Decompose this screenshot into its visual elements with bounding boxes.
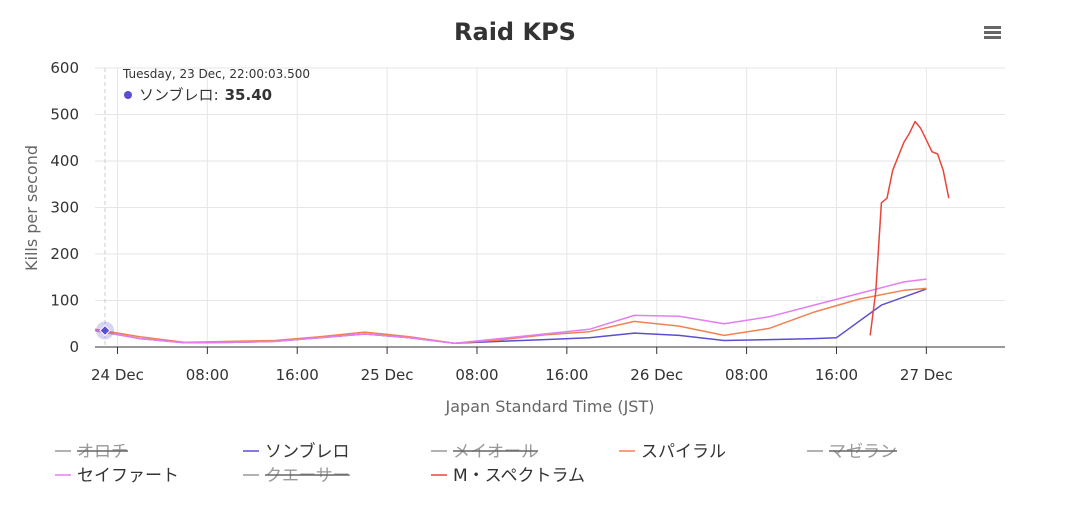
legend-label: セイファート bbox=[77, 466, 179, 486]
x-tick-label: 08:00 bbox=[186, 366, 229, 384]
legend-label: クエーサー bbox=[265, 466, 350, 486]
series-line bbox=[94, 278, 927, 345]
x-tick-label: 27 Dec bbox=[900, 366, 953, 384]
hover-marker bbox=[96, 321, 114, 340]
tooltip-series-dot bbox=[124, 91, 132, 99]
x-tick-label: 16:00 bbox=[276, 366, 319, 384]
x-tick-label: 08:00 bbox=[455, 366, 498, 384]
tooltip: Tuesday, 23 Dec, 22:00:03.500 ソンブレロ: 35.4… bbox=[122, 67, 310, 104]
hamburger-menu-icon bbox=[984, 26, 1001, 39]
series-line bbox=[869, 120, 950, 336]
grid-lines bbox=[95, 67, 1005, 347]
legend-item[interactable]: メイオール bbox=[431, 442, 538, 462]
legend-label: マゼラン bbox=[829, 442, 897, 462]
x-axis-ticks: 24 Dec 08:00 16:00 25 Dec 08:00 16:00 26 Dec 08… bbox=[91, 347, 953, 384]
tooltip-value: 35.40 bbox=[225, 86, 272, 104]
y-tick-label: 600 bbox=[50, 59, 79, 77]
x-tick-label: 26 Dec bbox=[630, 366, 683, 384]
x-tick-label: 24 Dec bbox=[91, 366, 144, 384]
hover-point bbox=[99, 324, 111, 337]
legend-label: スパイラル bbox=[641, 442, 726, 462]
legend-item[interactable]: ソンブレロ bbox=[243, 441, 350, 462]
tooltip-colon: : bbox=[214, 86, 219, 104]
y-axis-ticks: 0 100 200 300 400 500 600 bbox=[50, 59, 79, 356]
legend-item[interactable]: クエーサー bbox=[243, 466, 350, 486]
y-axis-label: Kills per second bbox=[22, 145, 41, 271]
legend-label: メイオール bbox=[453, 442, 538, 462]
legend-label: M・スペクトラム bbox=[453, 466, 585, 486]
tooltip-header: Tuesday, 23 Dec, 22:00:03.500 bbox=[122, 67, 310, 81]
x-tick-label: 16:00 bbox=[815, 366, 858, 384]
y-tick-label: 0 bbox=[69, 338, 79, 356]
legend-item[interactable]: マゼラン bbox=[807, 442, 897, 462]
series-lines bbox=[94, 120, 950, 345]
chart-menu-button[interactable] bbox=[975, 18, 1009, 46]
x-tick-label: 25 Dec bbox=[361, 366, 414, 384]
legend-item[interactable]: セイファート bbox=[55, 466, 179, 486]
legend-item[interactable]: スパイラル bbox=[619, 442, 726, 462]
tooltip-series-name: ソンブレロ bbox=[139, 86, 214, 104]
legend-label: オロチ bbox=[77, 442, 128, 462]
y-tick-label: 300 bbox=[50, 199, 79, 217]
y-tick-label: 400 bbox=[50, 152, 79, 170]
series-line bbox=[94, 287, 927, 345]
legend-label: ソンブレロ bbox=[265, 441, 350, 462]
tooltip-body: ソンブレロ: 35.40 bbox=[139, 86, 272, 104]
x-axis-label: Japan Standard Time (JST) bbox=[445, 397, 655, 416]
x-tick-label: 16:00 bbox=[545, 366, 588, 384]
chart-title: Raid KPS bbox=[454, 18, 576, 46]
y-tick-label: 500 bbox=[50, 106, 79, 124]
legend-item[interactable]: M・スペクトラム bbox=[431, 466, 585, 486]
x-tick-label: 08:00 bbox=[725, 366, 768, 384]
legend-item[interactable]: オロチ bbox=[55, 442, 128, 462]
y-tick-label: 200 bbox=[50, 245, 79, 263]
y-tick-label: 100 bbox=[50, 292, 79, 310]
